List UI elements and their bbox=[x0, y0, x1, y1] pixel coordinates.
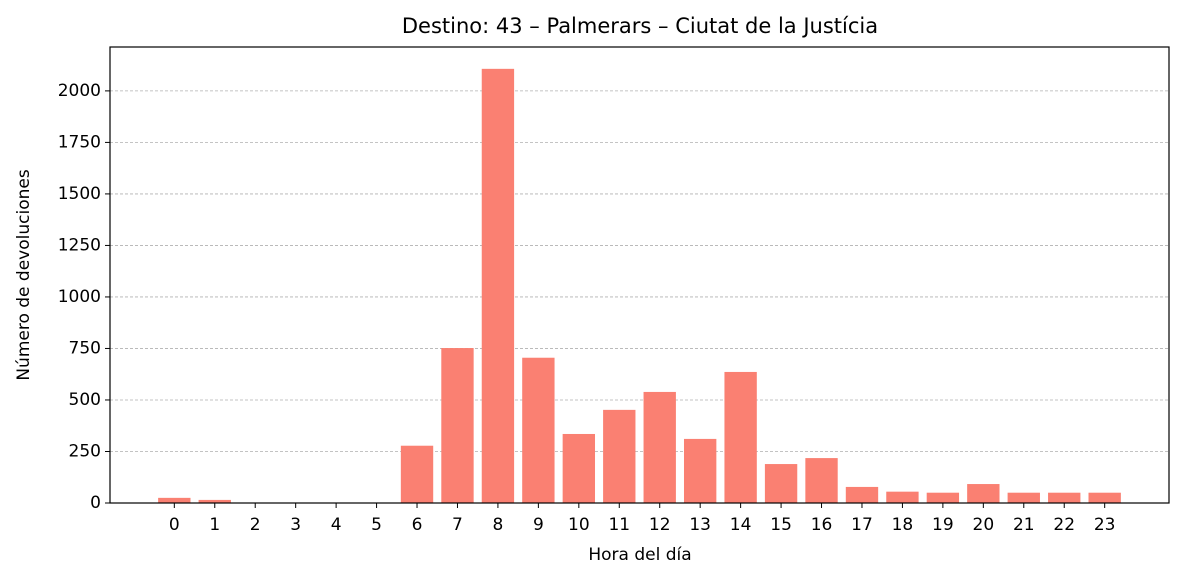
bar bbox=[683, 438, 717, 503]
bar bbox=[643, 391, 676, 503]
bar bbox=[562, 433, 596, 503]
y-tick-label: 750 bbox=[69, 338, 101, 358]
bar bbox=[1088, 492, 1121, 503]
y-tick-label: 1000 bbox=[58, 287, 101, 307]
x-tick-label: 7 bbox=[452, 515, 463, 535]
bar bbox=[441, 348, 474, 503]
x-tick-label: 0 bbox=[169, 515, 180, 535]
bar bbox=[967, 484, 1000, 503]
x-tick-label: 9 bbox=[533, 515, 544, 535]
bar bbox=[1007, 492, 1040, 503]
x-tick-label: 15 bbox=[770, 515, 792, 535]
x-tick-label: 10 bbox=[568, 515, 590, 535]
x-tick-label: 11 bbox=[608, 515, 630, 535]
x-tick-label: 14 bbox=[730, 515, 752, 535]
bar bbox=[522, 357, 555, 503]
bar bbox=[603, 409, 636, 503]
bar bbox=[724, 371, 757, 503]
bar bbox=[926, 492, 960, 503]
y-tick-label: 1750 bbox=[58, 132, 101, 152]
x-tick-label: 19 bbox=[932, 515, 954, 535]
bar bbox=[481, 68, 515, 503]
x-tick-label: 17 bbox=[851, 515, 873, 535]
bar bbox=[1048, 492, 1081, 503]
x-tick-label: 21 bbox=[1013, 515, 1035, 535]
y-tick-label: 2000 bbox=[58, 81, 101, 101]
x-tick-label: 5 bbox=[371, 515, 382, 535]
chart-title: Destino: 43 – Palmerars – Ciutat de la J… bbox=[402, 14, 878, 38]
bar bbox=[400, 445, 434, 503]
x-tick-label: 22 bbox=[1053, 515, 1075, 535]
x-tick-label: 2 bbox=[250, 515, 261, 535]
y-tick-label: 250 bbox=[69, 441, 101, 461]
y-tick-label: 500 bbox=[69, 390, 101, 410]
bar bbox=[198, 499, 231, 503]
x-axis-label: Hora del día bbox=[588, 545, 691, 565]
x-tick-label: 13 bbox=[689, 515, 711, 535]
x-tick-label: 8 bbox=[493, 515, 504, 535]
bar bbox=[886, 491, 919, 503]
bar bbox=[805, 458, 838, 503]
y-tick-label: 1250 bbox=[58, 235, 101, 255]
bar bbox=[845, 486, 879, 503]
x-tick-label: 3 bbox=[290, 515, 301, 535]
x-tick-label: 1 bbox=[209, 515, 220, 535]
x-tick-label: 6 bbox=[412, 515, 423, 535]
x-tick-label: 12 bbox=[649, 515, 671, 535]
y-tick-label: 1500 bbox=[58, 184, 101, 204]
plot-frame bbox=[109, 46, 1170, 504]
y-tick-label: 0 bbox=[90, 493, 101, 513]
x-tick-label: 20 bbox=[973, 515, 995, 535]
bar bbox=[764, 464, 798, 503]
x-tick-label: 16 bbox=[811, 515, 833, 535]
x-tick-label: 23 bbox=[1094, 515, 1116, 535]
y-axis-label: Número de devoluciones bbox=[14, 169, 34, 380]
x-tick-label: 4 bbox=[331, 515, 342, 535]
bar bbox=[158, 497, 191, 503]
x-tick-label: 18 bbox=[892, 515, 914, 535]
